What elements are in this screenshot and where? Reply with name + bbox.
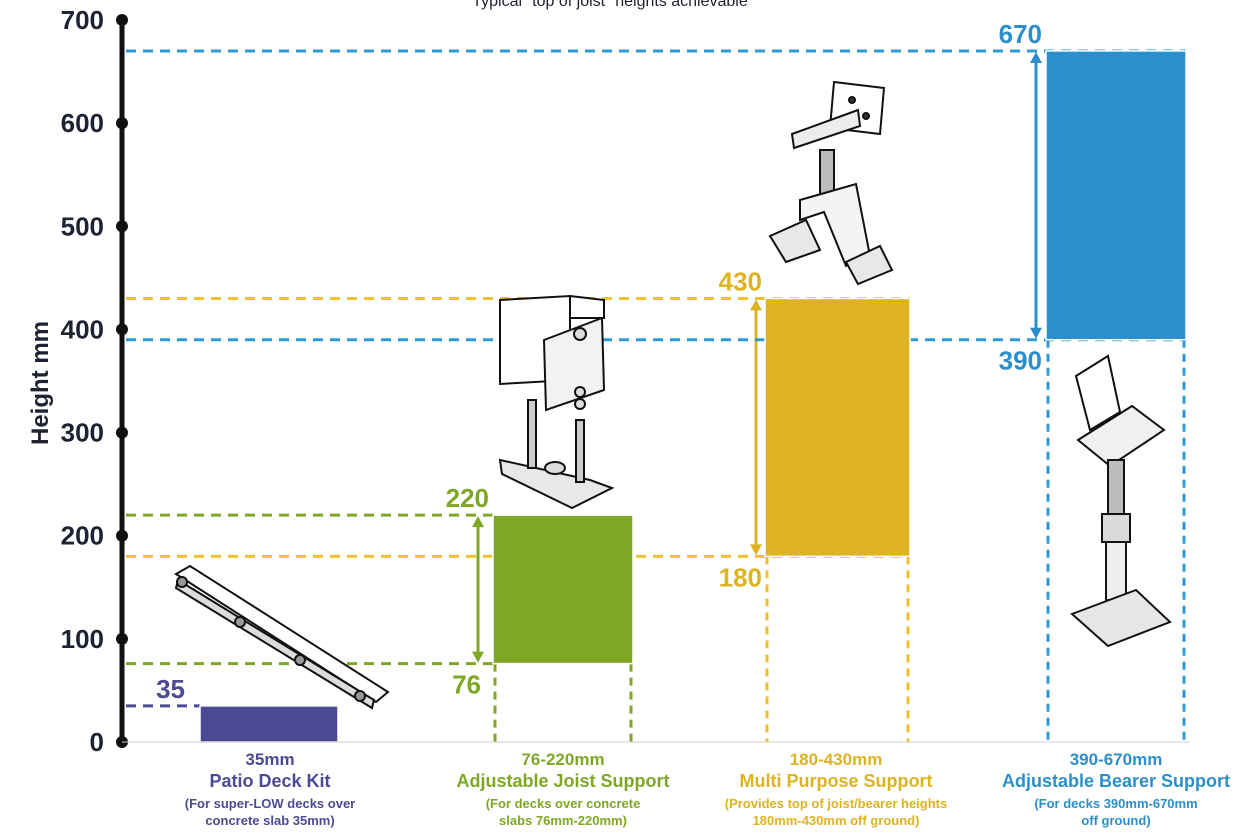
bar-3 <box>764 297 911 558</box>
range-arrow-head <box>472 516 484 528</box>
y-tick-dot <box>116 14 128 26</box>
y-tick-label: 400 <box>61 314 104 344</box>
y-tick-label: 0 <box>90 727 104 757</box>
caption-desc: 180mm-430mm off ground) <box>753 813 920 828</box>
caption-name: Multi Purpose Support <box>740 771 933 791</box>
caption-name: Adjustable Bearer Support <box>1002 771 1230 791</box>
range-arrow-head <box>1030 51 1042 63</box>
caption-range: 390-670mm <box>1070 750 1163 769</box>
bar-2 <box>492 514 634 665</box>
y-tick-label: 500 <box>61 211 104 241</box>
value-label-high: 670 <box>999 19 1042 49</box>
caption-range: 180-430mm <box>790 750 883 769</box>
y-tick-dot <box>116 117 128 130</box>
caption-range: 35mm <box>245 750 294 769</box>
value-label-low: 76 <box>452 670 481 700</box>
y-tick-label: 200 <box>61 521 104 551</box>
bar-1 <box>199 705 339 743</box>
caption-range: 76-220mm <box>521 750 604 769</box>
adjustable-bearer-support-icon <box>1070 354 1172 648</box>
y-axis: 0 100 200 300 400 500 600 700 <box>61 5 1190 757</box>
y-axis-label: Height mm <box>27 321 54 445</box>
y-tick-label: 700 <box>61 5 104 35</box>
value-label-low: 180 <box>719 562 762 592</box>
y-tick-dot <box>116 220 128 233</box>
caption-desc: off ground) <box>1081 813 1150 828</box>
value-label-high: 220 <box>446 483 489 513</box>
caption-desc: concrete slab 35mm) <box>205 813 334 828</box>
bar-4 <box>1045 50 1187 341</box>
caption-name: Patio Deck Kit <box>209 771 330 791</box>
range-arrow-head <box>750 544 762 556</box>
caption-desc: (For decks over concrete <box>486 796 641 811</box>
range-arrow-head <box>1030 327 1042 339</box>
range-arrow-head <box>472 651 484 663</box>
value-label-high: 430 <box>719 266 762 296</box>
y-tick-label: 600 <box>61 108 104 138</box>
caption-desc: slabs 76mm-220mm) <box>499 813 627 828</box>
caption-desc: (For super-LOW decks over <box>185 796 355 811</box>
y-tick-label: 100 <box>61 624 104 654</box>
value-label-high: 35 <box>156 674 185 704</box>
caption-desc: (For decks 390mm-670mm <box>1034 796 1197 811</box>
y-tick-dot <box>116 323 128 336</box>
caption-name: Adjustable Joist Support <box>456 771 669 791</box>
y-tick-dot <box>116 426 128 439</box>
chart-title: Typical "top of joist" heights achievabl… <box>472 0 748 10</box>
multi-purpose-support-icon <box>768 80 894 286</box>
bars <box>199 50 1187 743</box>
value-label-low: 390 <box>999 346 1042 376</box>
range-arrow-head <box>750 299 762 311</box>
captions: 35mm Patio Deck Kit (For super-LOW decks o… <box>185 750 1230 828</box>
adjustable-joist-support-icon <box>498 294 615 510</box>
y-tick-dot <box>116 632 128 645</box>
value-labels: 35 220 76 430 180 670 390 <box>156 19 1042 704</box>
y-tick-dot <box>116 529 128 542</box>
patio-deck-kit-icon <box>174 564 390 710</box>
caption-desc: (Provides top of joist/bearer heights <box>725 796 947 811</box>
y-tick-label: 300 <box>61 418 104 448</box>
